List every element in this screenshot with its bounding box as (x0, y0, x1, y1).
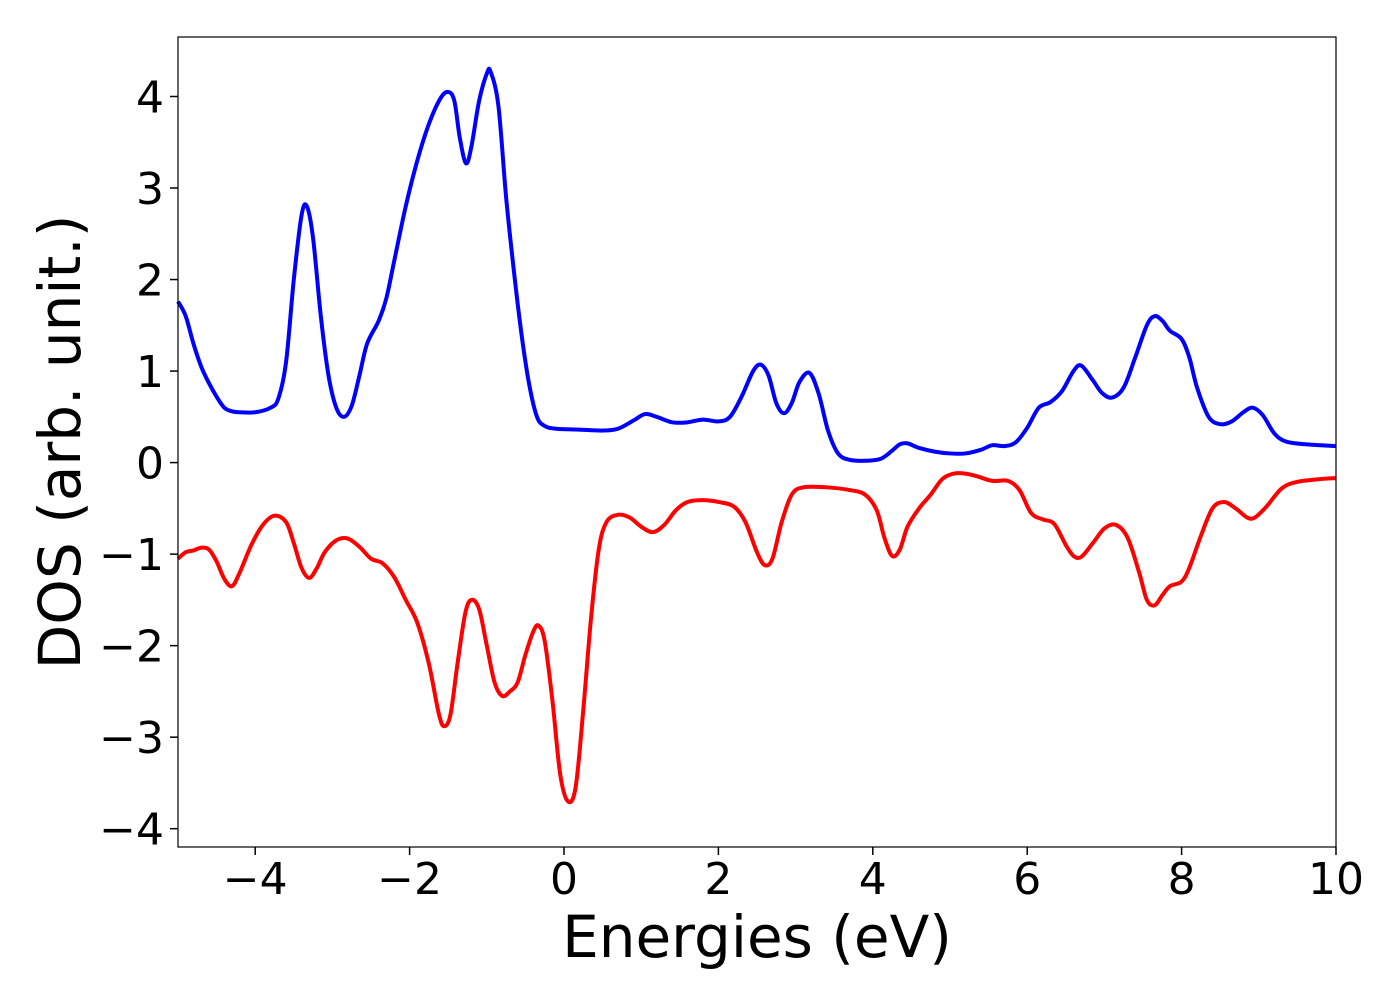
x-axis-ticks: −4 −2 0 2 4 6 8 10 (223, 847, 1364, 905)
x-tick-label: −4 (223, 854, 288, 905)
x-tick-label: 0 (550, 854, 578, 905)
y-tick-label: −1 (99, 530, 164, 581)
x-tick-label: 4 (859, 854, 887, 905)
x-tick-label: 6 (1013, 854, 1041, 905)
plot-area (178, 37, 1336, 847)
y-axis-label: DOS (arb. unit.) (26, 215, 94, 670)
y-tick-label: −3 (99, 713, 164, 764)
y-axis-ticks: −4 −3 −2 −1 0 1 2 3 4 (99, 72, 178, 856)
x-axis-label: Energies (eV) (562, 903, 952, 971)
x-tick-label: 2 (704, 854, 732, 905)
x-tick-label: 10 (1308, 854, 1364, 905)
y-tick-label: −2 (99, 622, 164, 673)
x-tick-label: 8 (1168, 854, 1196, 905)
series-line-1 (176, 66, 1337, 463)
series-layer (176, 66, 1337, 805)
y-tick-label: 0 (136, 439, 164, 490)
y-tick-label: 4 (136, 72, 164, 123)
series-line-2 (176, 471, 1337, 805)
y-tick-label: 2 (136, 256, 164, 307)
y-tick-label: −4 (99, 805, 164, 856)
y-tick-label: 3 (136, 164, 164, 215)
y-tick-label: 1 (136, 347, 164, 398)
plot-frame (177, 36, 1337, 848)
x-tick-label: −2 (377, 854, 442, 905)
